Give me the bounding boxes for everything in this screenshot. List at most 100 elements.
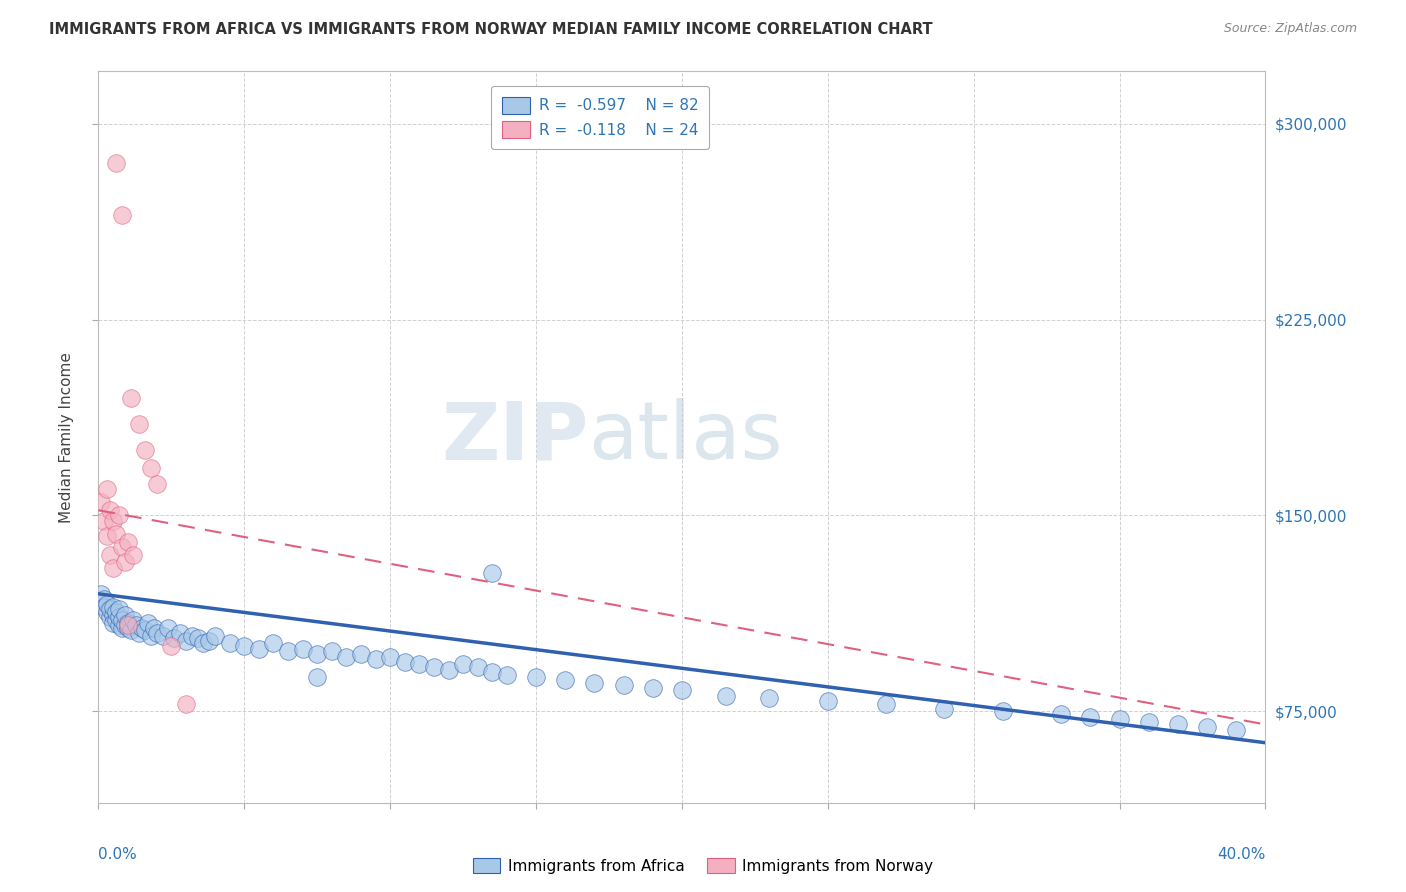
Text: atlas: atlas <box>589 398 783 476</box>
Point <box>193 636 215 650</box>
Point <box>481 665 503 680</box>
Point <box>146 626 169 640</box>
Point <box>1108 712 1130 726</box>
Point <box>394 655 416 669</box>
Point <box>90 587 112 601</box>
Text: Source: ZipAtlas.com: Source: ZipAtlas.com <box>1223 22 1357 36</box>
Point <box>875 697 897 711</box>
Point <box>247 641 270 656</box>
Point <box>114 556 136 570</box>
Point <box>122 548 145 562</box>
Legend: R =  -0.597    N = 82, R =  -0.118    N = 24: R = -0.597 N = 82, R = -0.118 N = 24 <box>491 87 709 149</box>
Point <box>104 155 127 169</box>
Point <box>117 534 139 549</box>
Point <box>93 514 115 528</box>
Point <box>122 613 145 627</box>
Point <box>128 626 150 640</box>
Point <box>111 621 134 635</box>
Point <box>481 566 503 580</box>
Point <box>174 697 197 711</box>
Point <box>108 602 131 616</box>
Point <box>146 477 169 491</box>
Point <box>125 618 148 632</box>
Point <box>93 592 115 607</box>
Point <box>111 208 134 222</box>
Point <box>1080 709 1102 723</box>
Point <box>96 483 118 497</box>
Point <box>114 618 136 632</box>
Point <box>90 495 112 509</box>
Point <box>1050 706 1073 721</box>
Point <box>96 597 118 611</box>
Point <box>104 526 127 541</box>
Point <box>198 633 221 648</box>
Point <box>714 689 737 703</box>
Point <box>350 647 373 661</box>
Point <box>108 618 131 632</box>
Point <box>120 391 142 405</box>
Point <box>120 624 142 638</box>
Point <box>163 632 186 646</box>
Point <box>641 681 664 695</box>
Point <box>423 660 446 674</box>
Point <box>335 649 357 664</box>
Text: ZIP: ZIP <box>441 398 589 476</box>
Point <box>321 644 343 658</box>
Point <box>152 629 174 643</box>
Point <box>157 621 180 635</box>
Point <box>117 615 139 630</box>
Point <box>174 633 197 648</box>
Point <box>101 599 124 614</box>
Point <box>277 644 299 658</box>
Point <box>128 417 150 431</box>
Text: IMMIGRANTS FROM AFRICA VS IMMIGRANTS FROM NORWAY MEDIAN FAMILY INCOME CORRELATIO: IMMIGRANTS FROM AFRICA VS IMMIGRANTS FRO… <box>49 22 932 37</box>
Point <box>117 618 139 632</box>
Point <box>134 624 156 638</box>
Point <box>111 540 134 554</box>
Point <box>98 503 121 517</box>
Point <box>496 667 519 681</box>
Point <box>108 610 131 624</box>
Point <box>104 605 127 619</box>
Point <box>101 514 124 528</box>
Point <box>817 694 839 708</box>
Text: 0.0%: 0.0% <box>98 847 138 862</box>
Point <box>291 641 314 656</box>
Point <box>307 670 329 684</box>
Point <box>98 548 121 562</box>
Point <box>160 639 183 653</box>
Point <box>187 632 209 646</box>
Point <box>991 705 1014 719</box>
Point <box>101 607 124 622</box>
Point <box>380 649 402 664</box>
Point <box>101 615 124 630</box>
Point <box>108 508 131 523</box>
Point <box>758 691 780 706</box>
Point <box>408 657 430 672</box>
Point <box>139 629 162 643</box>
Point <box>98 610 121 624</box>
Point <box>467 660 489 674</box>
Point <box>98 602 121 616</box>
Point <box>218 636 240 650</box>
Point <box>262 636 284 650</box>
Point <box>111 613 134 627</box>
Point <box>451 657 474 672</box>
Point <box>134 443 156 458</box>
Point <box>96 529 118 543</box>
Point <box>101 560 124 574</box>
Point <box>169 626 191 640</box>
Point <box>1167 717 1189 731</box>
Point <box>671 683 693 698</box>
Point <box>1195 720 1218 734</box>
Point <box>96 605 118 619</box>
Point <box>136 615 159 630</box>
Point <box>1225 723 1247 737</box>
Y-axis label: Median Family Income: Median Family Income <box>59 351 75 523</box>
Point <box>524 670 547 684</box>
Point <box>583 675 606 690</box>
Point <box>139 461 162 475</box>
Legend: Immigrants from Africa, Immigrants from Norway: Immigrants from Africa, Immigrants from … <box>467 852 939 880</box>
Point <box>934 702 956 716</box>
Point <box>93 599 115 614</box>
